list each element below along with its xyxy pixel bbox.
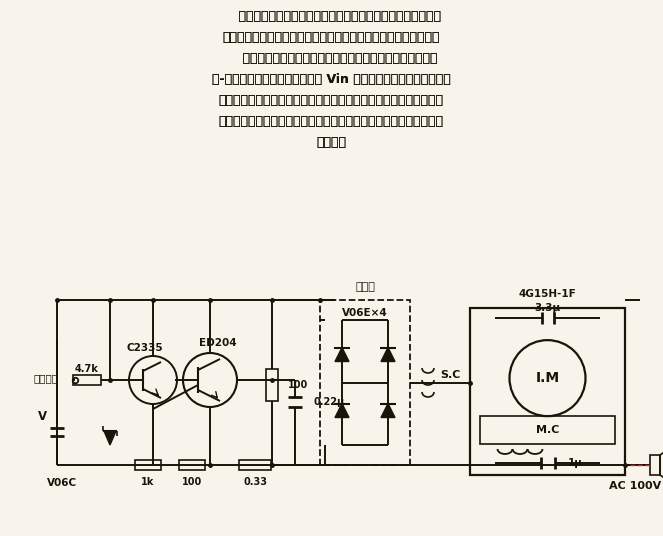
Text: 4G15H-1F: 4G15H-1F <box>518 289 576 299</box>
Text: I.M: I.M <box>536 371 560 385</box>
Text: C2335: C2335 <box>127 343 163 353</box>
Text: 所示。交流电压经桥式二极管整流后加到功率晶体管的发射: 所示。交流电压经桥式二极管整流后加到功率晶体管的发射 <box>225 52 438 65</box>
Text: AC 100V: AC 100V <box>609 481 661 491</box>
Text: 交流电机采用双向可控硅相位控制会产生波形畸变、高次谐波: 交流电机采用双向可控硅相位控制会产生波形畸变、高次谐波 <box>221 10 441 23</box>
Bar <box>239 460 271 470</box>
Text: 可控硅换流失败的缺陷，使用方便；但是功率晶体管工作时，系统功: 可控硅换流失败的缺陷，使用方便；但是功率晶体管工作时，系统功 <box>219 115 444 128</box>
Text: 端的电压，达到调速目的。该方法克服了相控所产生的谐波问题以及: 端的电压，达到调速目的。该方法克服了相控所产生的谐波问题以及 <box>219 94 444 107</box>
Text: 端的电压，达到调速目的。该方法克服了相控所产生的谐波问题以及: 端的电压，达到调速目的。该方法克服了相控所产生的谐波问题以及 <box>219 94 444 107</box>
Polygon shape <box>381 347 395 361</box>
Bar <box>135 460 161 470</box>
Text: 0.22μ: 0.22μ <box>313 397 344 407</box>
Polygon shape <box>335 404 349 418</box>
Text: 3.3μ: 3.3μ <box>534 303 560 313</box>
Text: M.C: M.C <box>536 425 559 435</box>
Bar <box>266 369 278 401</box>
Polygon shape <box>381 404 395 418</box>
Text: 100: 100 <box>182 477 202 487</box>
Text: 1k: 1k <box>141 477 154 487</box>
Text: 4.7k: 4.7k <box>75 364 99 374</box>
Text: ED204: ED204 <box>199 338 237 348</box>
Text: 所示。交流电压经桥式二极管整流后加到功率晶体管的发射: 所示。交流电压经桥式二极管整流后加到功率晶体管的发射 <box>225 52 438 65</box>
Text: 极-集电极间。通过改变输入信号 Vin 的大小来改变加于交流电机两: 极-集电极间。通过改变输入信号 Vin 的大小来改变加于交流电机两 <box>211 73 450 86</box>
Text: V: V <box>37 410 46 422</box>
Text: 交流电机采用双向可控硅相位控制会产生波形畸变、高次谐波: 交流电机采用双向可控硅相位控制会产生波形畸变、高次谐波 <box>221 10 441 23</box>
Text: 0.33: 0.33 <box>243 477 267 487</box>
Text: V06E×4: V06E×4 <box>342 308 388 318</box>
Text: 极-集电极间。通过改变输入信号 Vin 的大小来改变加于交流电机两: 极-集电极间。通过改变输入信号 Vin 的大小来改变加于交流电机两 <box>211 73 450 86</box>
Text: 100: 100 <box>288 380 308 390</box>
Polygon shape <box>335 347 349 361</box>
Text: 1μ: 1μ <box>568 458 582 468</box>
Text: 整流桥: 整流桥 <box>355 282 375 292</box>
Text: 等问题，这里给出一种模拟控制方法可以克服以上缺点，电路如图: 等问题，这里给出一种模拟控制方法可以克服以上缺点，电路如图 <box>222 31 440 44</box>
Text: V06C: V06C <box>47 478 77 488</box>
Bar <box>480 416 615 444</box>
Bar <box>179 460 205 470</box>
Bar <box>650 455 660 475</box>
Text: 等问题，这里给出一种模拟控制方法可以克服以上缺点，电路如图: 等问题，这里给出一种模拟控制方法可以克服以上缺点，电路如图 <box>222 31 440 44</box>
Polygon shape <box>104 431 116 445</box>
Text: 可控硅换流失败的缺陷，使用方便；但是功率晶体管工作时，系统功: 可控硅换流失败的缺陷，使用方便；但是功率晶体管工作时，系统功 <box>219 115 444 128</box>
Bar <box>73 375 101 385</box>
Text: 控制信号: 控制信号 <box>33 373 58 383</box>
Bar <box>320 300 410 465</box>
Text: 耗加大。: 耗加大。 <box>316 136 346 149</box>
Text: 耗加大。: 耗加大。 <box>316 136 346 149</box>
Bar <box>470 308 625 475</box>
Text: S.C: S.C <box>440 370 460 380</box>
